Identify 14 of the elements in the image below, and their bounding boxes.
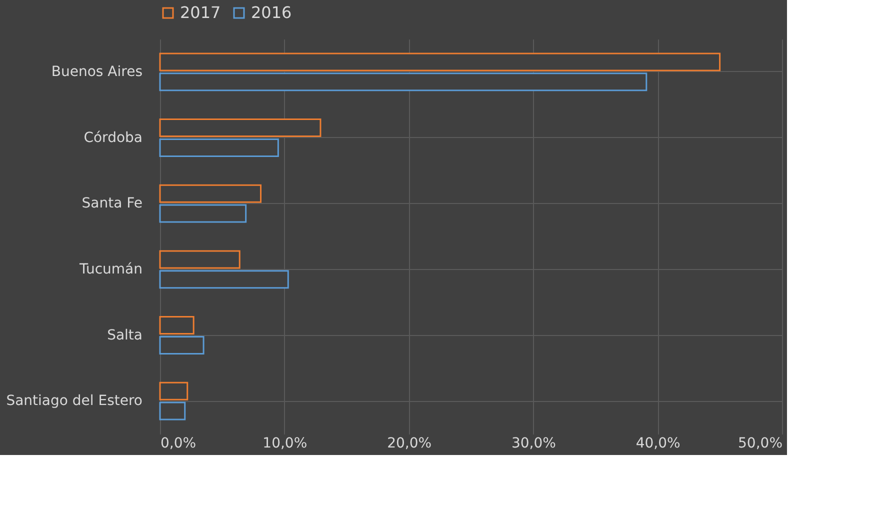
x-tick-label: 40,0%: [636, 436, 680, 452]
y-tick-label: Córdoba: [84, 130, 142, 146]
x-tick-label: 20,0%: [387, 436, 432, 452]
legend-label: 2016: [251, 3, 292, 22]
x-tick-label: 10,0%: [262, 436, 308, 452]
x-tick-label: 30,0%: [511, 436, 556, 452]
x-tick-label: 50,0%: [738, 436, 782, 452]
y-tick-label: Salta: [107, 327, 142, 344]
legend-label: 2017: [180, 3, 221, 22]
y-tick-label: Santa Fe: [82, 196, 142, 212]
y-tick-label: Santiago del Estero: [6, 393, 142, 410]
y-tick-label: Tucumán: [78, 261, 142, 278]
y-tick-label: Buenos Aires: [51, 64, 142, 80]
x-tick-label: 0,0%: [160, 436, 196, 452]
